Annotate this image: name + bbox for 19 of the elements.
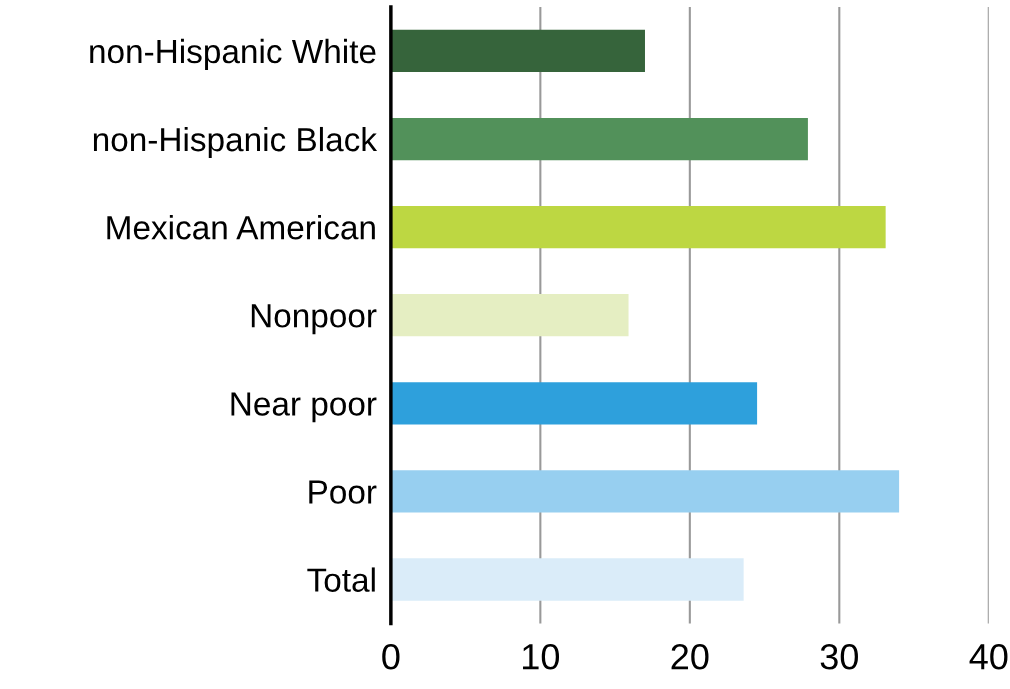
y-tick-label: Near poor	[231, 392, 377, 423]
bar	[390, 470, 900, 513]
x-tick-label: 10	[523, 643, 560, 670]
y-tick-label: Total	[307, 567, 375, 592]
x-tick-label: 30	[820, 643, 858, 670]
x-tick-label: 0	[382, 643, 400, 670]
bar	[390, 558, 744, 601]
x-tick-label: 20	[671, 643, 709, 670]
y-tick-label: Poor	[309, 480, 377, 504]
bar	[390, 205, 886, 249]
y-tick-label: Mexican American	[107, 215, 375, 240]
bar	[390, 294, 629, 337]
y-tick-label: non-Hispanic Black	[93, 126, 378, 159]
x-tick-label: 40	[969, 643, 1008, 670]
bar	[390, 29, 645, 73]
y-tick-label: Nonpoor	[251, 304, 377, 335]
y-tick-label: non-Hispanic White	[90, 38, 376, 70]
bar	[390, 117, 808, 161]
bar	[390, 382, 758, 425]
